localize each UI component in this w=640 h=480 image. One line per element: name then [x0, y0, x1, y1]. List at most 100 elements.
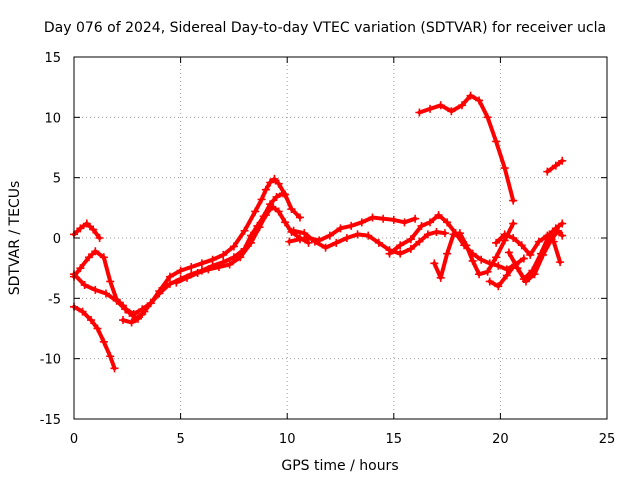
data-point [430, 259, 439, 268]
data-point [300, 229, 309, 238]
data-point [129, 310, 138, 319]
data-point [295, 213, 304, 222]
series-track-8 [289, 226, 449, 258]
data-point [509, 234, 518, 242]
data-point [500, 230, 509, 239]
data-point [364, 231, 373, 240]
data-point [165, 272, 174, 281]
data-point [455, 229, 464, 238]
data-point [110, 364, 119, 373]
data-point [509, 196, 518, 205]
data-point [426, 218, 435, 227]
data-point [539, 250, 548, 259]
data-point [447, 107, 456, 116]
data-point [219, 250, 228, 259]
data-point [146, 299, 155, 308]
data-point [553, 226, 562, 235]
data-point [99, 253, 108, 262]
y-tick-label: -10 [40, 353, 61, 368]
data-point [526, 250, 535, 259]
series-line [432, 221, 516, 280]
x-axis-label: GPS time / hours [281, 458, 398, 474]
x-tick-label: 15 [386, 432, 403, 447]
data-point [310, 237, 319, 246]
data-point [91, 247, 100, 256]
data-point [436, 273, 445, 282]
data-point [517, 241, 526, 250]
data-point [374, 238, 383, 247]
data-point [261, 211, 270, 220]
data-point [492, 253, 501, 262]
data-point [133, 314, 142, 323]
data-point [281, 218, 290, 227]
data-point [502, 271, 511, 280]
data-point [379, 214, 388, 223]
data-point [281, 190, 290, 199]
data-point [127, 318, 136, 327]
data-point [483, 113, 492, 122]
data-point [101, 289, 110, 298]
x-tick-label: 10 [279, 432, 296, 447]
y-tick-label: 10 [44, 111, 61, 126]
data-point [449, 230, 458, 239]
x-tick-label: 25 [599, 432, 616, 447]
data-point [443, 218, 452, 227]
data-point [99, 337, 108, 346]
data-point [289, 226, 298, 235]
data-point [432, 227, 441, 236]
data-point [475, 96, 484, 105]
data-point [415, 108, 424, 117]
data-point [426, 104, 435, 113]
data-point [385, 249, 394, 258]
series-track-11 [415, 91, 567, 205]
data-point [182, 273, 191, 282]
series-track-5 [119, 174, 304, 327]
y-tick-label: 15 [44, 51, 61, 66]
data-point [91, 285, 100, 294]
data-point [95, 234, 104, 242]
data-point [214, 262, 223, 271]
data-point [193, 268, 202, 277]
data-point [187, 262, 196, 271]
data-point [225, 260, 234, 269]
data-point [89, 225, 98, 234]
series-track-2 [70, 302, 119, 373]
data-point [468, 256, 477, 265]
data-point [106, 352, 115, 361]
data-point [332, 238, 341, 247]
data-point [458, 101, 467, 110]
series-track-1 [70, 219, 104, 242]
data-point [357, 218, 366, 227]
data-point [396, 249, 405, 258]
data-point [342, 234, 351, 242]
data-point [347, 221, 356, 230]
series-line [387, 213, 526, 272]
data-point [423, 230, 432, 239]
data-point [417, 221, 426, 230]
data-point [556, 258, 565, 267]
data-point [176, 266, 185, 275]
data-point [204, 265, 213, 274]
series-track-10 [430, 219, 518, 282]
data-point [500, 164, 509, 173]
data-point [266, 178, 275, 187]
data-point [93, 324, 102, 333]
data-point [255, 223, 264, 232]
data-point [76, 264, 85, 273]
data-point [551, 161, 560, 170]
data-point [443, 249, 452, 258]
data-point [325, 231, 334, 240]
series-track-14 [504, 226, 567, 286]
data-point [87, 316, 96, 325]
data-point [251, 207, 260, 216]
data-point [440, 229, 449, 238]
data-point [208, 255, 217, 264]
y-axis-label: SDTVAR / TECUs [7, 181, 23, 296]
data-point [475, 270, 484, 279]
data-point [274, 179, 283, 188]
data-point [547, 235, 556, 244]
plot-frame [73, 56, 608, 420]
data-point [389, 215, 398, 224]
data-point [272, 192, 281, 201]
